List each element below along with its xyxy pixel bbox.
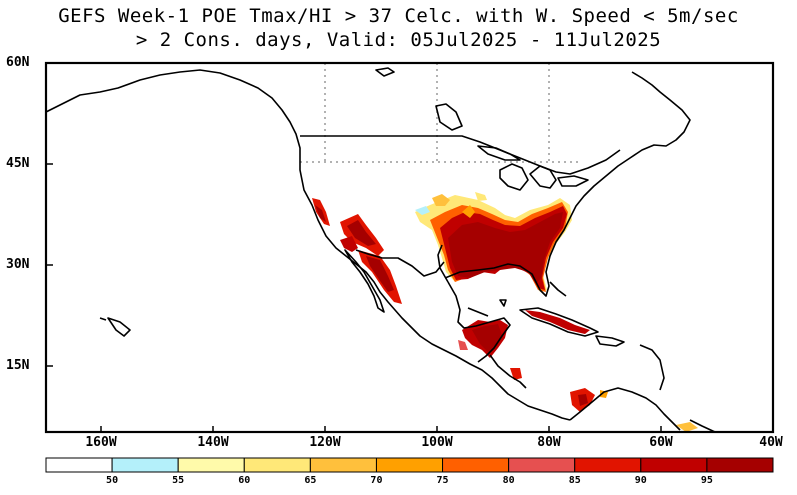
colorbar-label: 65 xyxy=(304,475,317,486)
colorbar-swatch xyxy=(706,457,774,473)
lon-label-40w: 40W xyxy=(759,435,783,450)
graticule xyxy=(300,63,580,165)
colorbar-swatch xyxy=(111,457,179,473)
axis-ticks xyxy=(46,62,774,432)
colorbar-swatch xyxy=(243,457,311,473)
colorbar-swatch xyxy=(309,457,377,473)
colorbar-label: 90 xyxy=(634,475,647,486)
lat-label-15n: 15N xyxy=(6,358,30,373)
lon-label-140w: 140W xyxy=(197,435,229,450)
colorbar xyxy=(45,457,774,473)
colorbar-label: 75 xyxy=(436,475,449,486)
colorbar-swatch xyxy=(574,457,642,473)
colorbar-label: 60 xyxy=(238,475,251,486)
colorbar-swatch xyxy=(442,457,510,473)
colorbar-label: 50 xyxy=(106,475,119,486)
map-title-line-1: GEFS Week-1 POE Tmax/HI > 37 Celc. with … xyxy=(58,5,739,27)
colorbar-swatch xyxy=(177,457,245,473)
lon-label-160w: 160W xyxy=(85,435,117,450)
colorbar-swatch xyxy=(375,457,444,473)
colorbar-swatch xyxy=(45,457,113,473)
colorbar-label: 55 xyxy=(172,475,185,486)
colorbar-swatch xyxy=(640,457,708,473)
colorbar-label: 85 xyxy=(568,475,581,486)
coastlines-and-borders xyxy=(45,67,716,433)
lon-label-80w: 80W xyxy=(537,435,561,450)
lon-label-60w: 60W xyxy=(649,435,673,450)
lat-label-60n: 60N xyxy=(6,55,30,70)
map-title-line-2: > 2 Cons. days, Valid: 05Jul2025 - 11Jul… xyxy=(135,29,662,51)
map-frame xyxy=(44,61,775,434)
lat-label-45n: 45N xyxy=(6,156,30,171)
lon-label-100w: 100W xyxy=(421,435,453,450)
colorbar-swatch xyxy=(508,457,576,473)
colorbar-label: 80 xyxy=(502,475,515,486)
probability-shading xyxy=(312,192,698,432)
lat-label-30n: 30N xyxy=(6,257,30,272)
colorbar-label: 70 xyxy=(370,475,383,486)
colorbar-label: 95 xyxy=(700,475,713,486)
lon-label-120w: 120W xyxy=(309,435,341,450)
